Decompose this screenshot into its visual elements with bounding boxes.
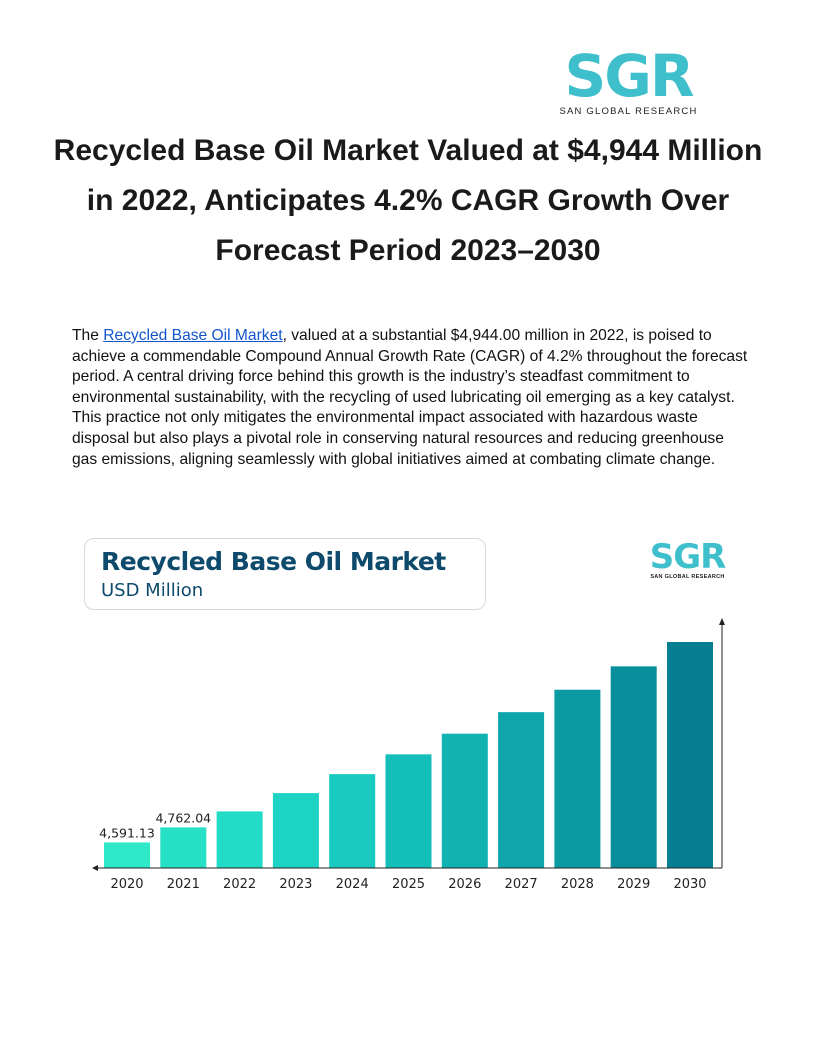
y-axis-arrow-icon xyxy=(719,618,725,625)
para-body: , valued at a substantial $4,944.00 mill… xyxy=(72,327,748,468)
para-prefix: The xyxy=(72,327,104,344)
chart-title: Recycled Base Oil Market xyxy=(101,547,446,576)
bar-2026 xyxy=(441,733,488,868)
intro-paragraph: The Recycled Base Oil Market, valued at … xyxy=(72,326,752,470)
x-tick-label: 2022 xyxy=(223,877,256,892)
chart-logo-subtitle: SAN GLOBAL RESEARCH xyxy=(650,574,725,580)
chart-logo: SGR SAN GLOBAL RESEARCH xyxy=(645,540,730,580)
bar-2029 xyxy=(610,666,657,868)
chart-title-box: Recycled Base Oil Market USD Million xyxy=(84,538,486,610)
bar-plot: 2020 4,591.13 2021 4,762.04 2022 2023 2024 2025… xyxy=(92,618,725,892)
bar-2022 xyxy=(216,811,263,868)
x-axis-arrow-icon xyxy=(92,865,98,871)
market-chart: Recycled Base Oil Market USD Million SGR… xyxy=(80,532,740,902)
x-tick-label: 2027 xyxy=(505,877,538,892)
bar-2030 xyxy=(667,642,713,868)
logo-subtitle: SAN GLOBAL RESEARCH xyxy=(559,106,698,117)
x-tick-label: 2030 xyxy=(673,877,706,892)
x-tick-label: 2020 xyxy=(110,877,143,892)
x-tick-label: 2023 xyxy=(279,877,312,892)
x-tick-label: 2028 xyxy=(561,877,594,892)
x-tick-label: 2021 xyxy=(167,877,200,892)
page-title: Recycled Base Oil Market Valued at $4,94… xyxy=(53,134,763,267)
x-tick-label: 2024 xyxy=(336,877,369,892)
x-tick-label: 2029 xyxy=(617,877,650,892)
bar-2020 xyxy=(104,842,150,868)
data-label: 4,591.13 xyxy=(99,825,155,840)
bar-2024 xyxy=(329,774,376,868)
market-link[interactable]: Recycled Base Oil Market xyxy=(103,327,283,344)
bar-2025 xyxy=(385,754,432,868)
x-tick-label: 2026 xyxy=(448,877,481,892)
sgr-logo: SGR SAN GLOBAL RESEARCH xyxy=(556,42,701,117)
bar-2027 xyxy=(498,712,545,868)
bar-2021 xyxy=(160,827,207,868)
bar-2028 xyxy=(554,689,601,868)
logo-mark: SGR xyxy=(564,42,694,110)
data-label: 4,762.04 xyxy=(155,810,211,825)
chart-subtitle: USD Million xyxy=(101,580,204,601)
chart-logo-mark: SGR xyxy=(649,537,727,577)
x-tick-label: 2025 xyxy=(392,877,425,892)
bar-2023 xyxy=(272,793,319,868)
